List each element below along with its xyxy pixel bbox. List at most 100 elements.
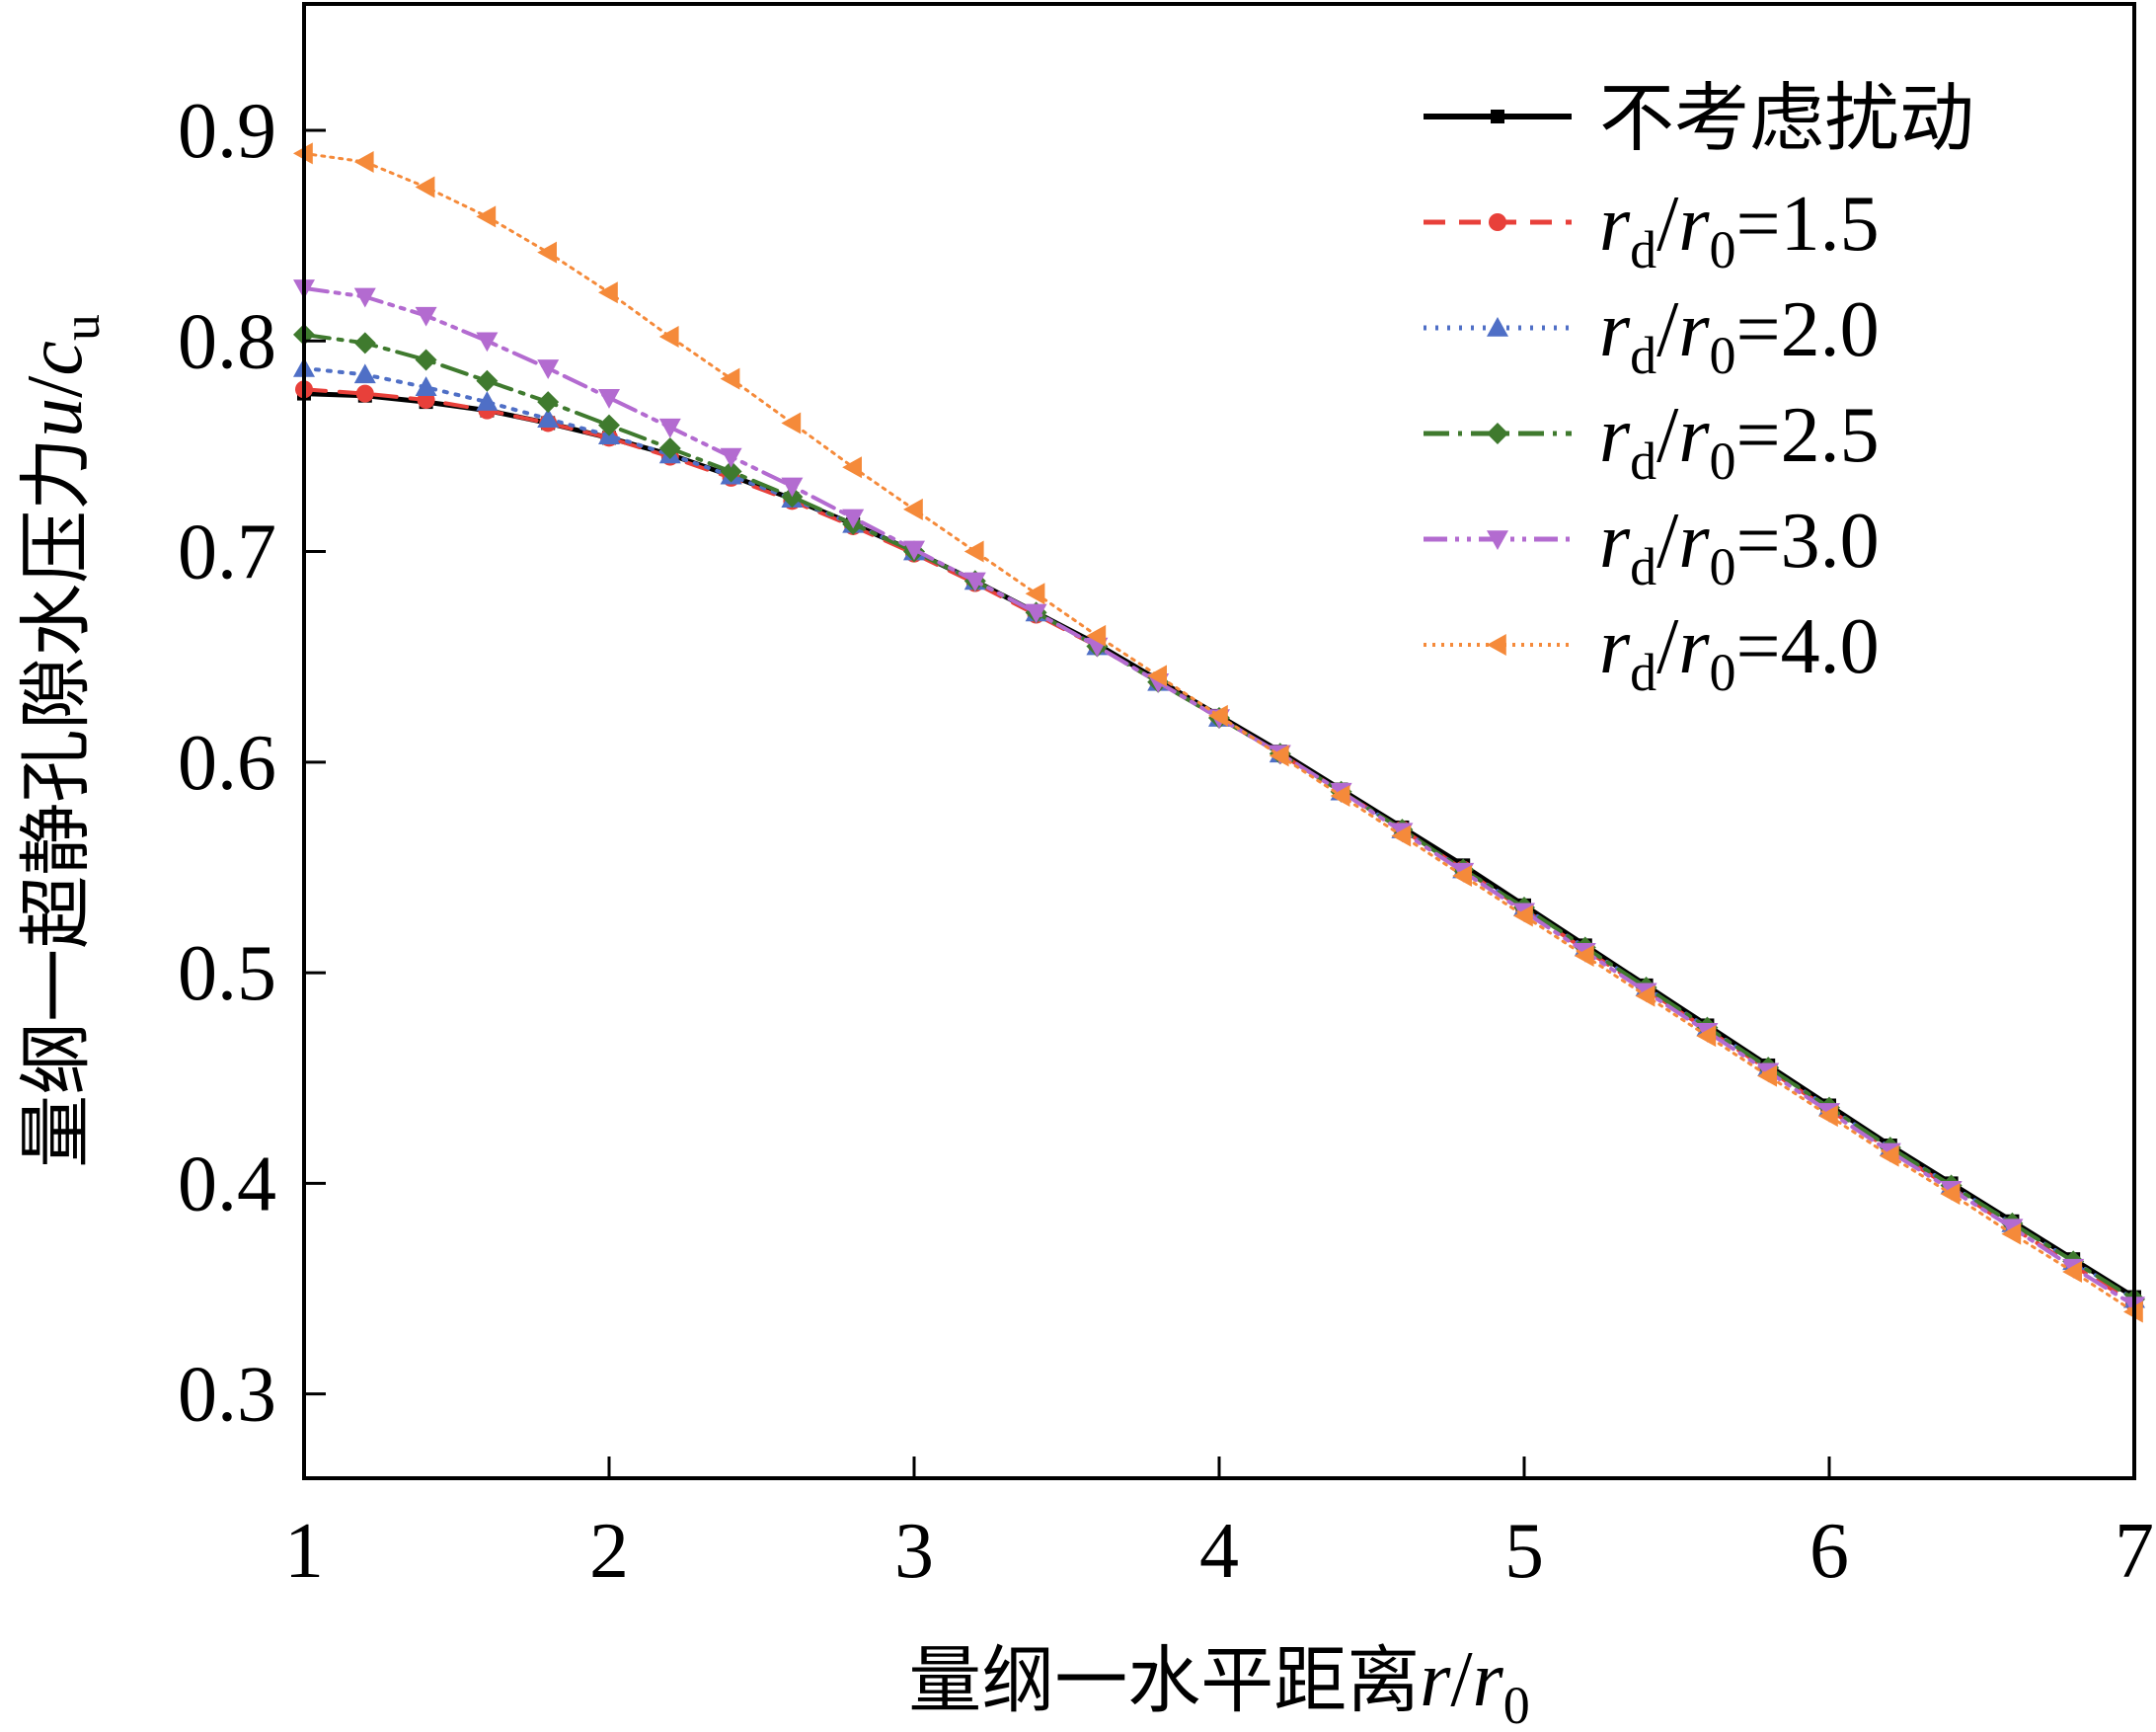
- data-point: [598, 414, 620, 436]
- data-point: [1391, 825, 1412, 847]
- legend-label: rd/r0=4.0: [1599, 603, 1880, 702]
- legend-label-part: r: [1599, 603, 1631, 690]
- data-point: [476, 369, 499, 392]
- legend-label-part: r: [1678, 603, 1710, 690]
- y-axis-title-prefix: 量纲一超静孔隙水压力: [14, 437, 99, 1168]
- legend-item: rd/r0=2.0: [1424, 286, 1880, 385]
- data-point: [903, 498, 923, 520]
- x-axis-title-var: r: [1420, 1636, 1451, 1723]
- legend-label-part: r: [1599, 498, 1631, 585]
- y-tick-label: 0.4: [178, 1141, 276, 1227]
- data-point: [781, 477, 804, 498]
- data-point: [1208, 704, 1228, 727]
- legend-label-part: r: [1599, 392, 1631, 479]
- y-axis-title-den-sub: u: [51, 314, 111, 341]
- legend-label-part: =2.5: [1736, 392, 1880, 479]
- legend-marker: [1487, 317, 1508, 337]
- data-point: [537, 408, 560, 428]
- x-axis-title-den-sub: 0: [1503, 1676, 1530, 1732]
- legend-item: rd/r0=1.5: [1424, 181, 1880, 279]
- data-point: [1025, 603, 1047, 624]
- data-point: [1025, 583, 1045, 605]
- legend-marker: [1487, 634, 1506, 656]
- x-axis-title-prefix: 量纲一水平距离: [908, 1638, 1420, 1723]
- y-axis: 0.3 0.4 0.5 0.6 0.7 0.8 0.9: [178, 88, 326, 1439]
- data-point: [415, 349, 437, 371]
- data-point: [476, 391, 499, 411]
- y-axis-title-var: u: [12, 398, 99, 437]
- legend-label-part: d: [1630, 537, 1656, 596]
- y-tick-label: 0.8: [178, 298, 276, 385]
- data-point: [1635, 984, 1656, 1007]
- legend-label-part: 0: [1710, 326, 1736, 385]
- data-point: [476, 205, 497, 228]
- legend-label: rd/r0=3.0: [1599, 498, 1880, 596]
- data-point: [658, 418, 681, 438]
- x-tick-label: 5: [1504, 1508, 1544, 1595]
- data-point: [781, 412, 802, 434]
- legend-label-part: 0: [1710, 537, 1736, 596]
- data-point: [537, 241, 557, 264]
- data-point: [842, 509, 865, 529]
- x-tick-label: 1: [284, 1508, 324, 1595]
- series-layer: [293, 142, 2145, 1323]
- data-point: [415, 306, 437, 327]
- data-point: [1269, 745, 1289, 767]
- legend-label-part: /: [1656, 392, 1679, 479]
- legend-label-part: r: [1678, 286, 1710, 373]
- data-point: [353, 287, 376, 308]
- legend-label-part: 0: [1710, 220, 1736, 279]
- legend-label: rd/r0=2.5: [1599, 392, 1880, 491]
- legend: 不考虑扰动rd/r0=1.5rd/r0=2.0rd/r0=2.5rd/r0=3.…: [1424, 74, 1974, 702]
- legend-marker: [1489, 213, 1506, 231]
- y-tick-label: 0.5: [178, 930, 276, 1017]
- legend-label-part: r: [1678, 392, 1710, 479]
- legend-item: rd/r0=2.5: [1424, 392, 1880, 491]
- x-tick-label: 3: [894, 1508, 934, 1595]
- x-tick-label: 2: [589, 1508, 629, 1595]
- legend-label-part: d: [1630, 326, 1656, 385]
- data-point: [1879, 1144, 1899, 1167]
- data-point: [476, 332, 499, 353]
- y-axis-title-den: c: [12, 341, 99, 376]
- data-point: [720, 460, 742, 483]
- y-axis-title-slash: /: [12, 375, 99, 398]
- data-point: [353, 332, 376, 354]
- x-tick-label: 4: [1199, 1508, 1239, 1595]
- x-tick-label: 6: [1810, 1508, 1849, 1595]
- data-point: [353, 363, 376, 384]
- legend-label-part: d: [1630, 643, 1656, 702]
- data-point: [2062, 1260, 2082, 1283]
- y-axis-title: 量纲一超静孔隙水压力u/cu: [12, 314, 111, 1168]
- data-point: [537, 391, 560, 414]
- legend-label-part: 0: [1710, 432, 1736, 491]
- data-point: [963, 540, 984, 563]
- legend-label-part: =4.0: [1736, 603, 1880, 690]
- data-point: [1452, 865, 1472, 888]
- y-tick-label: 0.6: [178, 720, 276, 807]
- legend-label-part: /: [1656, 498, 1679, 585]
- data-point: [355, 384, 374, 403]
- data-point: [537, 359, 560, 379]
- data-point: [1147, 665, 1167, 687]
- legend-label-part: =3.0: [1736, 498, 1880, 585]
- data-point: [1818, 1105, 1838, 1128]
- legend-label: rd/r0=2.0: [1599, 286, 1880, 385]
- data-point: [963, 572, 986, 592]
- data-point: [1513, 905, 1533, 927]
- legend-label-part: r: [1678, 498, 1710, 585]
- legend-label-part: =1.5: [1736, 181, 1880, 268]
- data-point: [1330, 784, 1350, 807]
- x-axis-title: 量纲一水平距离r/r0: [908, 1636, 1530, 1732]
- legend-marker: [1491, 110, 1504, 123]
- x-axis-title-slash: /: [1450, 1636, 1473, 1723]
- series-line: [302, 332, 2136, 1301]
- legend-label-part: =2.0: [1736, 286, 1880, 373]
- legend-item: rd/r0=4.0: [1424, 603, 1880, 702]
- data-point: [1940, 1183, 1961, 1206]
- data-point: [658, 325, 679, 348]
- legend-label-part: d: [1630, 432, 1656, 491]
- x-axis-title-den: r: [1473, 1636, 1504, 1723]
- data-point: [598, 281, 618, 304]
